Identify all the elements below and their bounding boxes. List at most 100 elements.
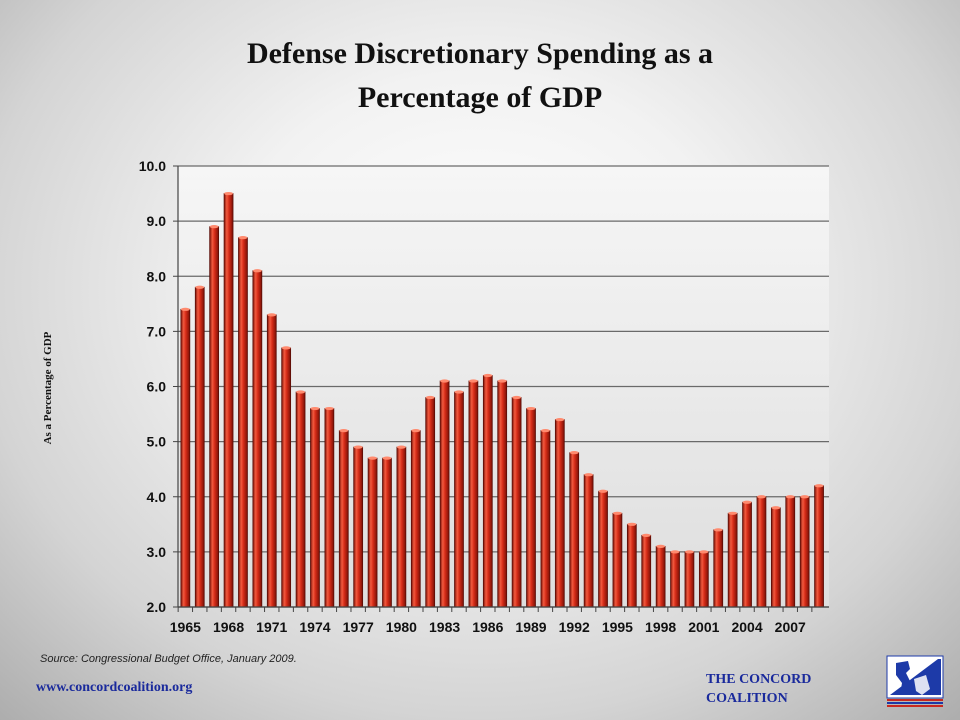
bar-1981 (410, 430, 421, 608)
bar-1980 (396, 446, 407, 608)
bar-2001 (698, 551, 709, 608)
bar-top-1989 (526, 406, 536, 411)
x-tick-label: 1995 (602, 619, 633, 635)
bar-2006 (770, 507, 781, 608)
bar-top-1972 (281, 346, 291, 350)
bar-1998 (655, 545, 666, 608)
bar-1990 (540, 430, 551, 608)
bar-1976 (338, 430, 349, 608)
bar-1985 (468, 380, 479, 608)
bar-top-1993 (584, 473, 594, 477)
x-tick-label: 1998 (645, 619, 676, 635)
bar-top-1980 (396, 445, 406, 449)
concord-minuteman-logo-icon (886, 655, 944, 707)
x-tick-label: 1977 (343, 619, 374, 635)
source-note: Source: Congressional Budget Office, Jan… (40, 653, 297, 665)
x-tick-label: 1989 (515, 619, 546, 635)
bar-top-2002 (713, 528, 723, 532)
bar-top-1979 (382, 456, 392, 460)
bar-1978 (367, 457, 378, 608)
bar-top-1970 (252, 269, 262, 273)
bar-2005 (756, 496, 767, 608)
bar-1982 (425, 397, 436, 608)
x-tick-label: 1992 (559, 619, 590, 635)
bar-1983 (439, 380, 450, 608)
bar-top-1969 (238, 236, 248, 240)
y-tick-label: 7.0 (147, 323, 167, 339)
bar-2003 (727, 512, 738, 608)
bar-top-1976 (339, 429, 349, 433)
bar-2004 (742, 501, 752, 608)
chart-title-line-2: Percentage of GDP (357, 81, 603, 114)
bar-1965 (180, 308, 191, 608)
bar-1974 (310, 408, 320, 608)
bar-top-2001 (699, 550, 709, 554)
x-tick-label: 2001 (688, 619, 719, 635)
bar-1994 (598, 490, 608, 608)
bar-top-2006 (771, 506, 781, 510)
bar-top-1996 (627, 522, 637, 526)
bar-1988 (511, 397, 522, 608)
bar-2002 (713, 529, 724, 608)
organization-name-line-1: THE CONCORD (706, 672, 812, 687)
bar-1986 (482, 375, 493, 608)
bar-top-1984 (454, 390, 464, 394)
y-tick-label: 2.0 (147, 599, 167, 615)
bar-top-1998 (656, 544, 666, 548)
y-tick-label: 10.0 (139, 158, 166, 174)
bar-1999 (670, 551, 680, 608)
bar-top-1992 (569, 451, 579, 455)
bar-1996 (626, 523, 637, 608)
bar-top-1987 (497, 379, 507, 383)
bar-top-1994 (598, 489, 608, 493)
x-tick-label: 1980 (386, 619, 417, 635)
bar-top-1967 (209, 225, 219, 229)
chart-title-line-1: Defense Discretionary Spending as a (246, 37, 714, 70)
x-tick-label: 2004 (731, 619, 762, 635)
bar-1972 (281, 347, 292, 608)
bar-1989 (526, 408, 536, 608)
bar-top-1974 (310, 406, 320, 411)
bar-top-1965 (180, 307, 190, 311)
bar-top-2003 (728, 511, 738, 515)
bar-1970 (252, 270, 263, 608)
bar-1997 (641, 534, 652, 608)
y-tick-label: 6.0 (147, 379, 167, 395)
bar-top-2000 (684, 550, 694, 554)
organization-name: THE CONCORD COALITION (706, 670, 811, 708)
bar-2009 (814, 485, 824, 608)
bar-top-1988 (512, 395, 522, 400)
bar-1975 (324, 408, 335, 608)
bar-top-1991 (555, 417, 565, 422)
bar-top-1999 (670, 550, 680, 554)
y-tick-label: 8.0 (147, 268, 167, 284)
bar-1987 (497, 380, 508, 608)
bar-top-1995 (612, 511, 622, 515)
bar-2000 (684, 551, 695, 608)
bar-top-2007 (785, 495, 795, 499)
x-tick-label: 1974 (299, 619, 330, 635)
bar-1992 (569, 452, 580, 608)
bar-1971 (266, 314, 277, 608)
bar-1993 (583, 474, 594, 608)
organization-name-line-2: COALITION (706, 691, 788, 706)
bar-top-1978 (368, 456, 378, 460)
x-tick-label: 1986 (472, 619, 503, 635)
bar-top-1977 (353, 445, 363, 449)
x-tick-label: 1983 (429, 619, 460, 635)
website-link[interactable]: www.concordcoalition.org (36, 680, 193, 695)
bar-1969 (238, 237, 248, 608)
bar-top-1990 (540, 429, 550, 433)
bar-top-1973 (296, 390, 306, 394)
bar-2008 (799, 496, 810, 608)
bar-1991 (554, 419, 565, 608)
y-tick-label: 9.0 (147, 213, 167, 229)
x-tick-label: 1965 (170, 619, 201, 635)
bar-1984 (454, 391, 464, 608)
bar-top-1986 (483, 373, 493, 378)
x-tick-label: 1971 (256, 619, 287, 635)
bar-top-2009 (814, 484, 824, 488)
bar-top-1968 (224, 191, 234, 196)
bar-top-1971 (267, 313, 277, 317)
